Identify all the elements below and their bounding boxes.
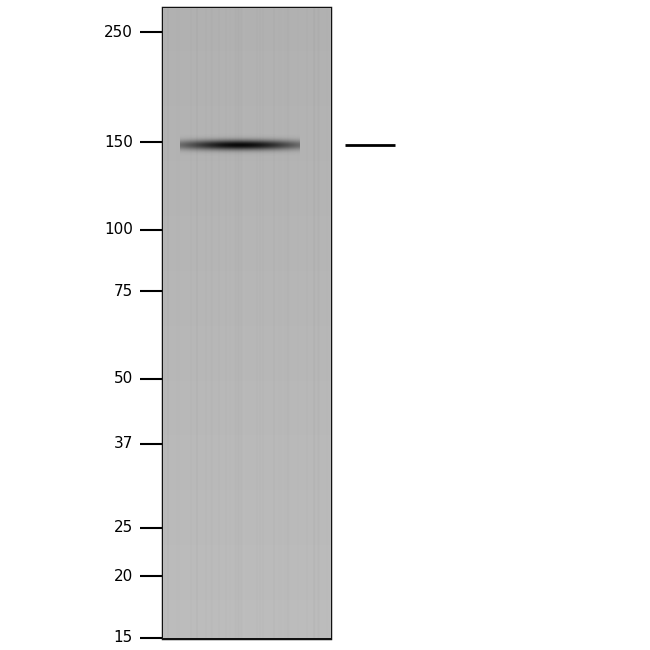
- Text: 250: 250: [104, 25, 133, 40]
- Text: 15: 15: [114, 630, 133, 645]
- Text: 37: 37: [114, 436, 133, 451]
- Text: 150: 150: [104, 135, 133, 150]
- Bar: [163, 8, 330, 638]
- Text: 75: 75: [114, 284, 133, 299]
- Text: 25: 25: [114, 521, 133, 536]
- Text: 100: 100: [104, 222, 133, 237]
- Text: 50: 50: [114, 371, 133, 386]
- Text: 20: 20: [114, 569, 133, 584]
